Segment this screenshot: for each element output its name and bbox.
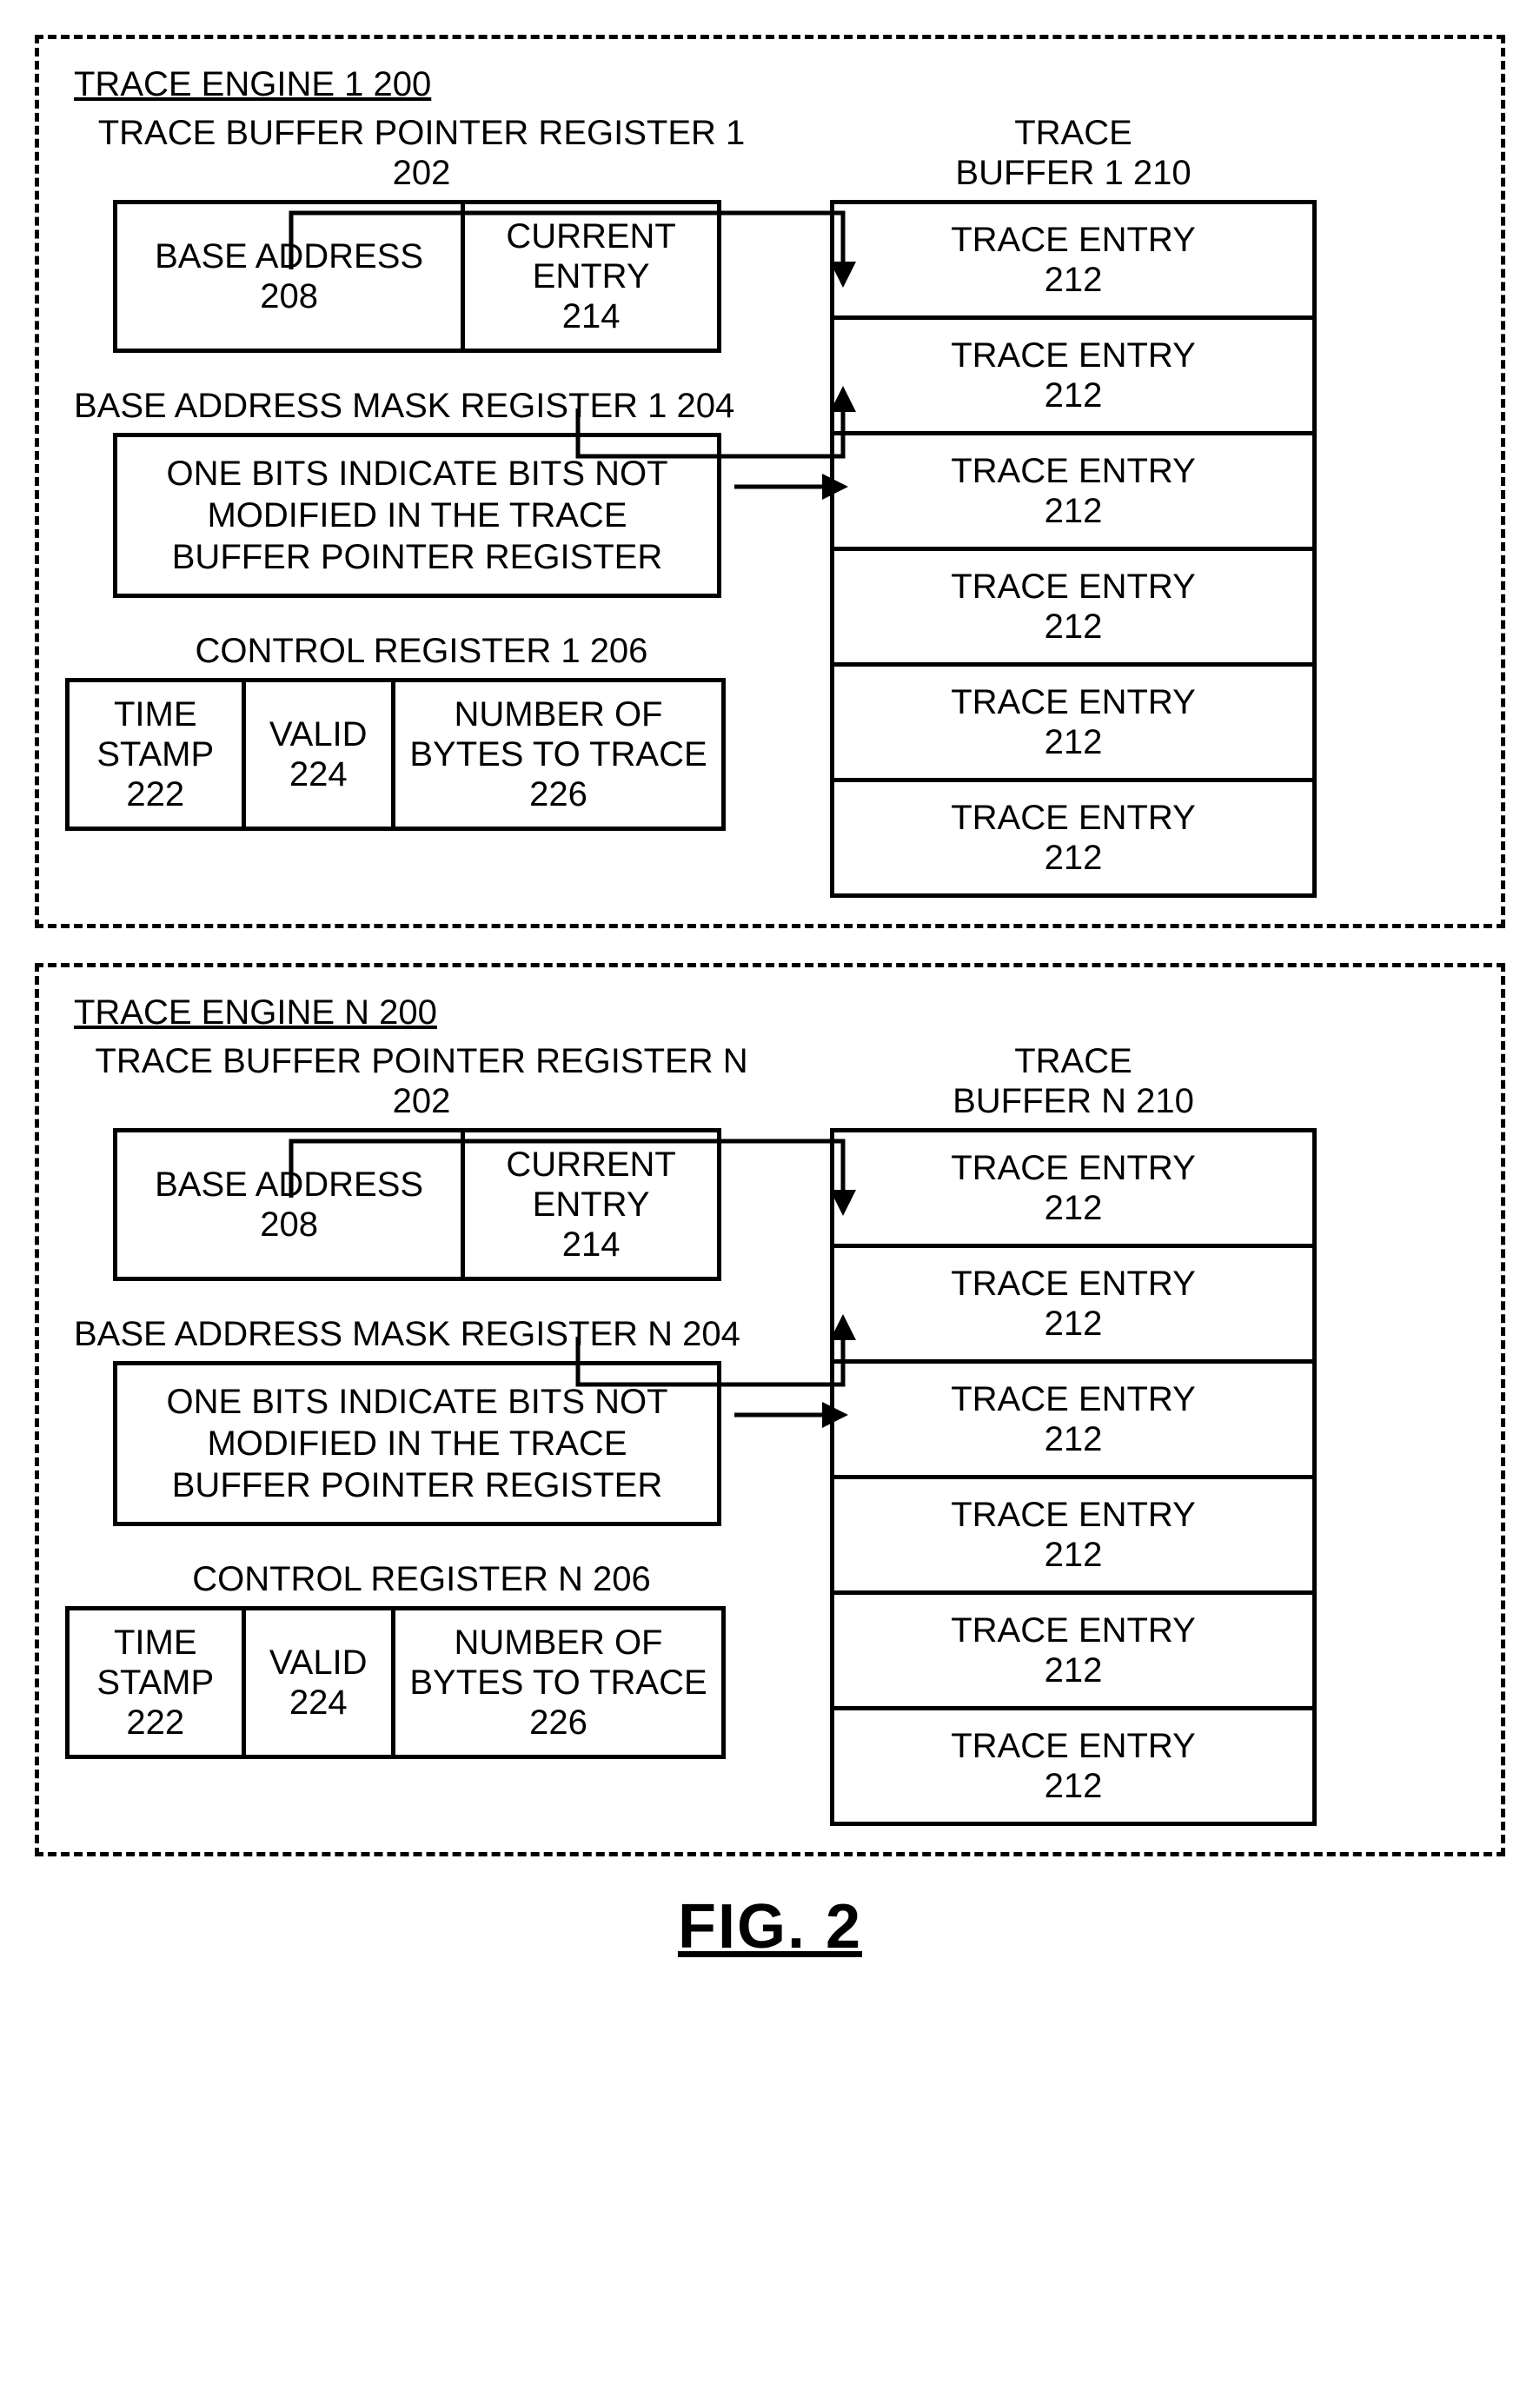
figure-label: FIG. 2 bbox=[35, 1891, 1505, 1962]
trace-engine: TRACE ENGINE N 200 TRACE BUFFER POINTER … bbox=[35, 963, 1505, 1856]
trace-entry: TRACE ENTRY212 bbox=[834, 1595, 1312, 1710]
control-register-cell: TIMESTAMP222 bbox=[70, 1610, 246, 1755]
control-register: TIMESTAMP222VALID224NUMBER OFBYTES TO TR… bbox=[65, 678, 726, 831]
pointer-register: BASE ADDRESS208CURRENTENTRY214 bbox=[113, 200, 721, 353]
trace-entry: TRACE ENTRY212 bbox=[834, 320, 1312, 435]
pointer-register-cell: BASE ADDRESS208 bbox=[117, 1132, 465, 1277]
control-register-label: CONTROL REGISTER 1 206 bbox=[65, 631, 778, 671]
pointer-register-cell: CURRENTENTRY214 bbox=[465, 1132, 717, 1277]
pointer-register-label: TRACE BUFFER POINTER REGISTER 1 202 bbox=[65, 113, 778, 193]
engine-body: TRACE BUFFER POINTER REGISTER 1 202 BASE… bbox=[65, 113, 1475, 898]
control-register-label: CONTROL REGISTER N 206 bbox=[65, 1559, 778, 1599]
trace-entry: TRACE ENTRY212 bbox=[834, 204, 1312, 320]
engine-title: TRACE ENGINE 1 200 bbox=[74, 65, 1475, 104]
trace-entry: TRACE ENTRY212 bbox=[834, 782, 1312, 893]
trace-entry: TRACE ENTRY212 bbox=[834, 1248, 1312, 1364]
trace-entry: TRACE ENTRY212 bbox=[834, 1364, 1312, 1479]
control-register-cell: TIMESTAMP222 bbox=[70, 682, 246, 827]
right-column: TRACEBUFFER N 210 TRACE ENTRY212TRACE EN… bbox=[830, 1041, 1317, 1826]
trace-entry: TRACE ENTRY212 bbox=[834, 1710, 1312, 1822]
engine-body: TRACE BUFFER POINTER REGISTER N 202 BASE… bbox=[65, 1041, 1475, 1826]
trace-entry: TRACE ENTRY212 bbox=[834, 667, 1312, 782]
control-register-cell: VALID224 bbox=[246, 682, 396, 827]
trace-engine: TRACE ENGINE 1 200 TRACE BUFFER POINTER … bbox=[35, 35, 1505, 928]
mask-register: ONE BITS INDICATE BITS NOTMODIFIED IN TH… bbox=[113, 1361, 721, 1526]
trace-buffer: TRACE ENTRY212TRACE ENTRY212TRACE ENTRY2… bbox=[830, 1128, 1317, 1826]
control-register: TIMESTAMP222VALID224NUMBER OFBYTES TO TR… bbox=[65, 1606, 726, 1759]
left-column: TRACE BUFFER POINTER REGISTER 1 202 BASE… bbox=[65, 113, 778, 898]
mask-register: ONE BITS INDICATE BITS NOTMODIFIED IN TH… bbox=[113, 433, 721, 598]
right-column: TRACEBUFFER 1 210 TRACE ENTRY212TRACE EN… bbox=[830, 113, 1317, 898]
control-register-cell: NUMBER OFBYTES TO TRACE226 bbox=[395, 1610, 721, 1755]
pointer-register-cell: CURRENTENTRY214 bbox=[465, 204, 717, 349]
mask-register-label: BASE ADDRESS MASK REGISTER 1 204 bbox=[74, 386, 778, 426]
trace-entry: TRACE ENTRY212 bbox=[834, 435, 1312, 551]
mask-register-label: BASE ADDRESS MASK REGISTER N 204 bbox=[74, 1314, 778, 1354]
pointer-register-label: TRACE BUFFER POINTER REGISTER N 202 bbox=[65, 1041, 778, 1121]
engine-title: TRACE ENGINE N 200 bbox=[74, 993, 1475, 1033]
buffer-label: TRACEBUFFER N 210 bbox=[830, 1041, 1317, 1121]
trace-buffer: TRACE ENTRY212TRACE ENTRY212TRACE ENTRY2… bbox=[830, 200, 1317, 898]
control-register-cell: VALID224 bbox=[246, 1610, 396, 1755]
trace-entry: TRACE ENTRY212 bbox=[834, 1132, 1312, 1248]
trace-entry: TRACE ENTRY212 bbox=[834, 1479, 1312, 1595]
pointer-register-cell: BASE ADDRESS208 bbox=[117, 204, 465, 349]
trace-entry: TRACE ENTRY212 bbox=[834, 551, 1312, 667]
control-register-cell: NUMBER OFBYTES TO TRACE226 bbox=[395, 682, 721, 827]
buffer-label: TRACEBUFFER 1 210 bbox=[830, 113, 1317, 193]
pointer-register: BASE ADDRESS208CURRENTENTRY214 bbox=[113, 1128, 721, 1281]
left-column: TRACE BUFFER POINTER REGISTER N 202 BASE… bbox=[65, 1041, 778, 1826]
